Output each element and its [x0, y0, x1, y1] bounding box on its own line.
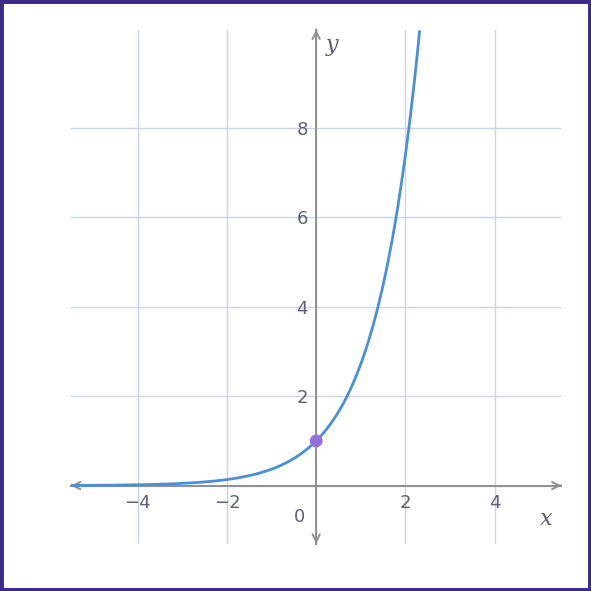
Point [311, 436, 321, 446]
Text: x: x [540, 508, 553, 530]
Text: 0: 0 [294, 508, 305, 526]
Text: y: y [326, 34, 339, 56]
